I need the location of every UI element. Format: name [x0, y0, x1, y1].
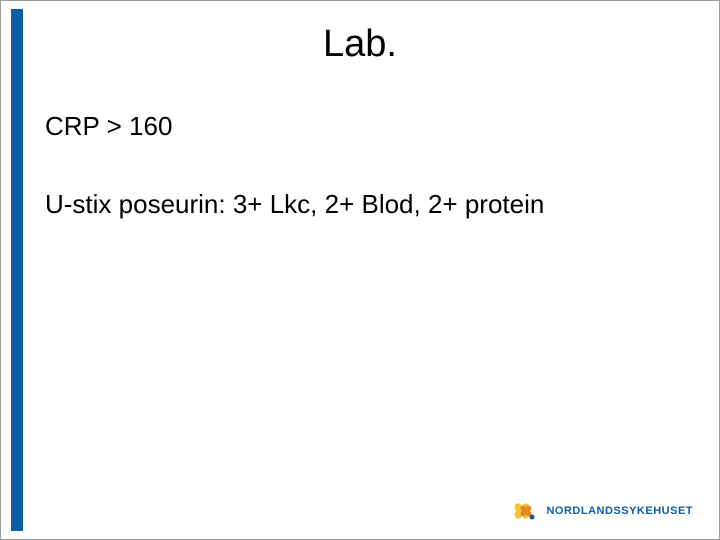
slide-container: Lab. CRP > 160 U-stix poseurin: 3+ Lkc, … — [0, 0, 720, 540]
body-line-2: U-stix poseurin: 3+ Lkc, 2+ Blod, 2+ pro… — [45, 189, 544, 220]
accent-bar — [11, 9, 23, 531]
footer-logo: NORDLANDSSYKEHUSET — [510, 499, 693, 523]
logo-icon — [510, 499, 540, 523]
body-line-1: CRP > 160 — [45, 111, 172, 142]
slide-title: Lab. — [1, 23, 719, 66]
footer-org-name: NORDLANDSSYKEHUSET — [546, 505, 693, 517]
